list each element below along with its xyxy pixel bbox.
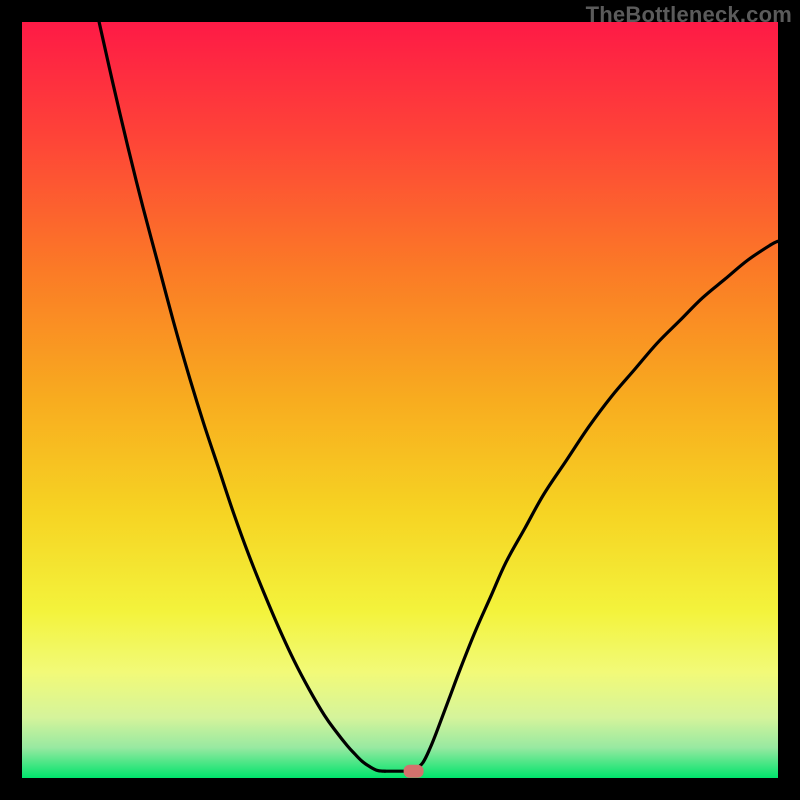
bottleneck-chart — [0, 0, 800, 800]
optimum-marker — [404, 765, 424, 778]
chart-stage: TheBottleneck.com — [0, 0, 800, 800]
plot-background-gradient — [22, 22, 778, 778]
